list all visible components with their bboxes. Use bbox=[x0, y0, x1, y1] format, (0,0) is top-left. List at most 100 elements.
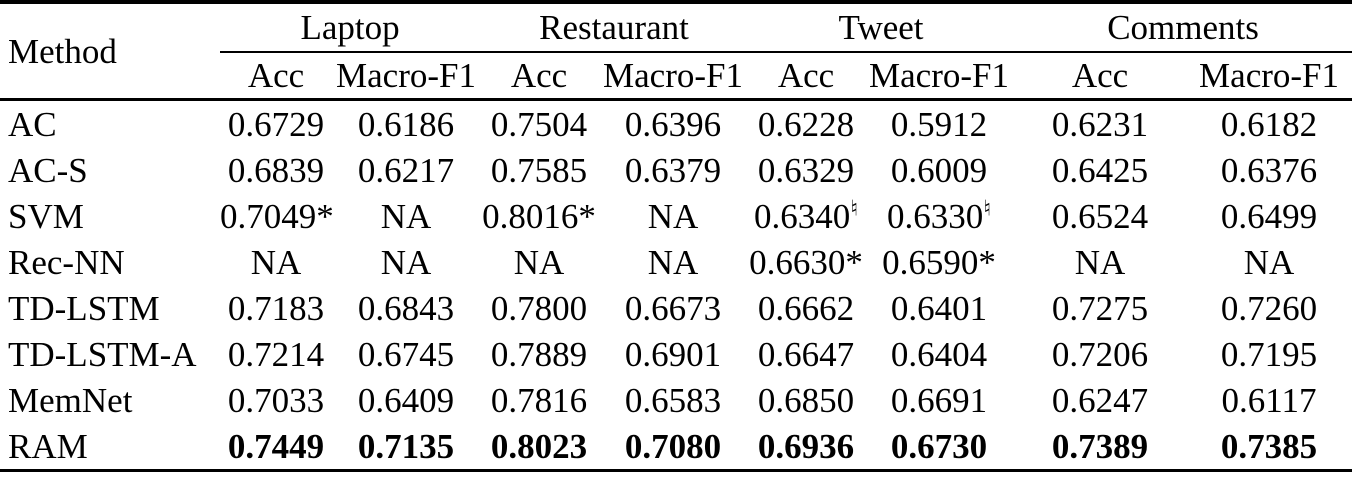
metric-cell: 0.6117 bbox=[1221, 380, 1317, 420]
metric-cell: 0.6901 bbox=[624, 334, 722, 374]
metric-cell: 0.7183 bbox=[227, 288, 325, 328]
metric-cell: 0.6182 bbox=[1220, 104, 1318, 144]
metric-cell: 0.6425 bbox=[1051, 150, 1149, 190]
metric-cell: 0.7389 bbox=[1051, 426, 1149, 466]
metric-cell: 0.6379 bbox=[624, 150, 722, 190]
metric-cell: 0.6231 bbox=[1051, 104, 1149, 144]
metric-cell: 0.6404 bbox=[890, 334, 988, 374]
metric-cell: 0.6409 bbox=[357, 380, 455, 420]
group-header-row: Method Laptop Restaurant Tweet Comments bbox=[0, 2, 1352, 101]
col-header-comments-acc: Acc bbox=[1014, 52, 1187, 101]
method-cell: Rec-NN bbox=[8, 242, 125, 282]
metric-cell: 0.7080 bbox=[624, 426, 722, 466]
metric-cell: 0.7816 bbox=[490, 380, 588, 420]
table-row: MemNet 0.7033 0.6409 0.7816 0.6583 0.6850 0.66… bbox=[0, 377, 1352, 423]
metric-cell: 0.6499 bbox=[1220, 196, 1318, 236]
metric-cell: 0.6217 bbox=[357, 150, 455, 190]
method-cell: MemNet bbox=[8, 380, 133, 420]
metric-cell: 0.8023 bbox=[490, 426, 588, 466]
metric-cell: 0.7033 bbox=[227, 380, 325, 420]
metric-cell: 0.6329 bbox=[757, 150, 855, 190]
col-header-tweet-acc: Acc bbox=[748, 52, 865, 101]
metric-cell: 0.6009 bbox=[890, 150, 988, 190]
footnote-marker: ♮ bbox=[983, 195, 992, 220]
col-header-laptop-macro-f1: Macro-F1 bbox=[332, 52, 481, 101]
metric-cell: 0.6583 bbox=[624, 380, 722, 420]
metric-cell: 0.6376 bbox=[1220, 150, 1318, 190]
metric-cell: 0.6647 bbox=[757, 334, 855, 374]
method-cell: TD-LSTM-A bbox=[8, 334, 197, 374]
table-body: AC 0.6729 0.6186 0.7504 0.6396 0.6228 0.5912 0.… bbox=[0, 100, 1352, 471]
group-header-tweet: Tweet bbox=[748, 2, 1015, 53]
col-header-restaurant-macro-f1: Macro-F1 bbox=[598, 52, 749, 101]
col-header-restaurant-acc: Acc bbox=[480, 52, 599, 101]
metric-cell: NA bbox=[647, 242, 699, 282]
method-cell: AC bbox=[8, 104, 57, 144]
col-header-laptop-acc: Acc bbox=[220, 52, 332, 101]
metric-cell: 0.6228 bbox=[757, 104, 855, 144]
metric-cell: 0.7049* bbox=[220, 196, 334, 236]
group-header-restaurant: Restaurant bbox=[480, 2, 749, 53]
metric-cell: 0.7504 bbox=[490, 104, 588, 144]
metric-cell: NA bbox=[380, 196, 432, 236]
metric-cell: 0.6186 bbox=[357, 104, 455, 144]
metric-cell: 0.8016* bbox=[482, 196, 596, 236]
col-header-tweet-macro-f1: Macro-F1 bbox=[864, 52, 1015, 101]
metric-cell: NA bbox=[513, 242, 565, 282]
metric-cell: 0.7449 bbox=[227, 426, 325, 466]
metric-cell: 0.6839 bbox=[227, 150, 325, 190]
metric-cell: 0.6673 bbox=[624, 288, 722, 328]
metric-cell: 0.7889 bbox=[490, 334, 588, 374]
method-cell: TD-LSTM bbox=[8, 288, 160, 328]
metric-cell: 0.6936 bbox=[757, 426, 855, 466]
metric-cell: 0.6247 bbox=[1051, 380, 1149, 420]
metric-cell: 0.6590* bbox=[882, 242, 996, 282]
method-cell: SVM bbox=[8, 196, 84, 236]
table-row: TD-LSTM 0.7183 0.6843 0.7800 0.6673 0.6662 0.6… bbox=[0, 285, 1352, 331]
metric-cell: 0.7585 bbox=[490, 150, 588, 190]
metric-cell: 0.7135 bbox=[357, 426, 455, 466]
col-header-comments-macro-f1: Macro-F1 bbox=[1186, 52, 1352, 101]
metric-cell: 0.6396 bbox=[624, 104, 722, 144]
metric-cell: 0.6630* bbox=[749, 242, 863, 282]
footnote-marker: ♮ bbox=[850, 195, 859, 220]
group-header-laptop: Laptop bbox=[220, 2, 481, 53]
metric-cell: 0.7195 bbox=[1220, 334, 1318, 374]
table-row: SVM 0.7049* NA 0.8016* NA 0.6340♮ 0.6330♮ 0.652… bbox=[0, 193, 1352, 239]
metric-cell: 0.5912 bbox=[890, 104, 988, 144]
metric-cell: NA bbox=[1243, 242, 1295, 282]
metric-cell: NA bbox=[250, 242, 302, 282]
metric-cell: NA bbox=[1074, 242, 1126, 282]
metric-cell: 0.6691 bbox=[890, 380, 988, 420]
metric-cell: 0.7260 bbox=[1220, 288, 1318, 328]
method-cell: RAM bbox=[8, 426, 88, 466]
table-row: Rec-NN NA NA NA NA 0.6630* 0.6590* NA NA bbox=[0, 239, 1352, 285]
method-column-header: Method bbox=[0, 2, 220, 101]
metric-cell: 0.6401 bbox=[890, 288, 988, 328]
table-row: AC-S 0.6839 0.6217 0.7585 0.6379 0.6329 0.6009… bbox=[0, 147, 1352, 193]
metric-cell: 0.6850 bbox=[757, 380, 855, 420]
metric-cell: 0.6745 bbox=[357, 334, 455, 374]
metric-cell: 0.7275 bbox=[1051, 288, 1149, 328]
metric-cell: 0.6730 bbox=[890, 426, 988, 466]
metric-cell: NA bbox=[380, 242, 432, 282]
table-header: Method Laptop Restaurant Tweet Comments … bbox=[0, 2, 1352, 101]
metric-cell: 0.7214 bbox=[227, 334, 325, 374]
metric-cell: 0.6662 bbox=[757, 288, 855, 328]
metric-cell: 0.7385 bbox=[1220, 426, 1318, 466]
table-row: TD-LSTM-A 0.7214 0.6745 0.7889 0.6901 0.6647 0… bbox=[0, 331, 1352, 377]
metric-cell: 0.6524 bbox=[1051, 196, 1149, 236]
group-header-comments: Comments bbox=[1014, 2, 1352, 53]
metric-cell: 0.7206 bbox=[1051, 334, 1149, 374]
method-cell: AC-S bbox=[8, 150, 88, 190]
metric-cell: 0.6340♮ bbox=[754, 195, 859, 236]
metric-cell: 0.7800 bbox=[490, 288, 588, 328]
metric-cell: NA bbox=[647, 196, 699, 236]
table-row: AC 0.6729 0.6186 0.7504 0.6396 0.6228 0.5912 0.… bbox=[0, 100, 1352, 148]
table-row: RAM 0.7449 0.7135 0.8023 0.7080 0.6936 0.6730 0… bbox=[0, 423, 1352, 471]
metric-cell: 0.6729 bbox=[227, 104, 325, 144]
metric-cell: 0.6843 bbox=[357, 288, 455, 328]
subheader-row: Acc Macro-F1 Acc Macro-F1 Acc Macro-F1 A… bbox=[0, 52, 1352, 101]
metric-cell: 0.6330♮ bbox=[887, 195, 992, 236]
